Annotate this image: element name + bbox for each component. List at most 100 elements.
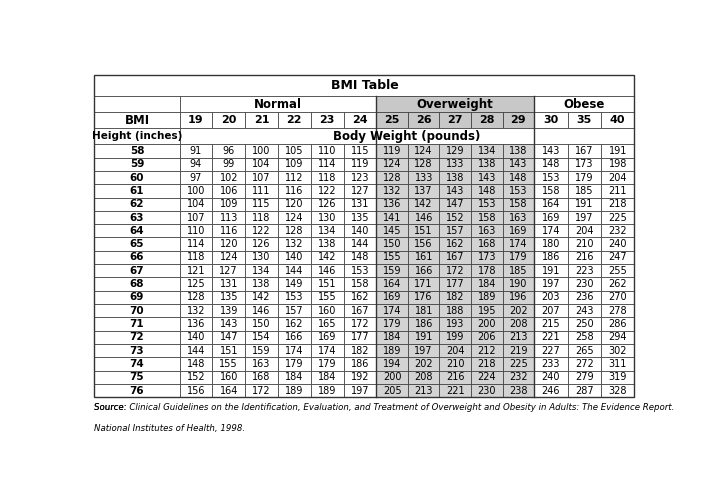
Bar xyxy=(95,144,180,158)
Text: 59: 59 xyxy=(130,159,144,169)
Text: 216: 216 xyxy=(575,252,594,262)
Text: 123: 123 xyxy=(351,173,369,183)
Bar xyxy=(376,113,408,128)
Bar xyxy=(471,384,503,397)
Text: 247: 247 xyxy=(609,252,627,262)
Bar xyxy=(534,264,567,277)
Bar xyxy=(95,317,180,331)
Bar xyxy=(567,113,601,128)
Bar xyxy=(278,238,311,251)
Text: 112: 112 xyxy=(285,173,304,183)
Text: 140: 140 xyxy=(187,332,205,342)
Bar xyxy=(471,211,503,224)
Bar xyxy=(213,357,245,371)
Text: 124: 124 xyxy=(220,252,238,262)
Bar xyxy=(601,317,634,331)
Text: 58: 58 xyxy=(129,146,144,156)
Bar xyxy=(534,97,634,113)
Text: 197: 197 xyxy=(351,385,369,395)
Text: 169: 169 xyxy=(542,213,560,223)
Text: 134: 134 xyxy=(252,266,271,276)
Bar xyxy=(278,144,311,158)
Text: 174: 174 xyxy=(318,346,336,356)
Text: 177: 177 xyxy=(351,332,369,342)
Bar xyxy=(180,371,213,384)
Bar xyxy=(95,113,180,128)
Text: 279: 279 xyxy=(575,372,594,382)
Bar xyxy=(534,384,567,397)
Bar xyxy=(311,344,343,357)
Text: 150: 150 xyxy=(252,319,271,329)
Text: 191: 191 xyxy=(415,332,433,342)
Text: 19: 19 xyxy=(188,116,204,125)
Text: 118: 118 xyxy=(252,213,271,223)
Bar xyxy=(343,158,376,171)
Bar xyxy=(311,277,343,291)
Text: 218: 218 xyxy=(609,199,627,209)
Text: 184: 184 xyxy=(318,372,336,382)
Text: 100: 100 xyxy=(252,146,271,156)
Text: 140: 140 xyxy=(351,226,369,236)
Bar xyxy=(408,144,439,158)
Text: 193: 193 xyxy=(446,319,464,329)
Bar xyxy=(601,113,634,128)
Bar xyxy=(534,357,567,371)
Text: 102: 102 xyxy=(220,173,238,183)
Bar xyxy=(601,184,634,198)
Text: 118: 118 xyxy=(318,173,336,183)
Bar xyxy=(471,224,503,238)
Bar xyxy=(95,251,180,264)
Text: 180: 180 xyxy=(542,239,560,249)
Bar xyxy=(408,277,439,291)
Bar xyxy=(278,277,311,291)
Bar xyxy=(343,304,376,317)
Text: 287: 287 xyxy=(575,385,594,395)
Text: 143: 143 xyxy=(542,146,560,156)
Bar xyxy=(95,264,180,277)
Text: 107: 107 xyxy=(187,213,205,223)
Bar xyxy=(503,113,534,128)
Bar xyxy=(439,171,471,184)
Text: 191: 191 xyxy=(575,199,594,209)
Text: 62: 62 xyxy=(129,199,144,209)
Text: 127: 127 xyxy=(220,266,238,276)
Bar xyxy=(213,198,245,211)
Bar xyxy=(343,344,376,357)
Text: 200: 200 xyxy=(383,372,402,382)
Text: 111: 111 xyxy=(252,186,271,196)
Bar xyxy=(95,277,180,291)
Text: 104: 104 xyxy=(252,159,271,169)
Text: 160: 160 xyxy=(318,306,336,316)
Bar xyxy=(471,184,503,198)
Text: 210: 210 xyxy=(575,239,594,249)
Bar xyxy=(376,291,408,304)
Bar xyxy=(601,384,634,397)
Bar xyxy=(601,198,634,211)
Text: 232: 232 xyxy=(609,226,627,236)
Text: 205: 205 xyxy=(383,385,402,395)
Text: 240: 240 xyxy=(609,239,627,249)
Bar xyxy=(213,251,245,264)
Bar xyxy=(278,304,311,317)
Text: 191: 191 xyxy=(609,146,627,156)
Bar xyxy=(567,184,601,198)
Bar xyxy=(471,344,503,357)
Bar xyxy=(278,357,311,371)
Text: 110: 110 xyxy=(187,226,205,236)
Text: 127: 127 xyxy=(351,186,369,196)
Text: 174: 174 xyxy=(542,226,560,236)
Bar xyxy=(567,357,601,371)
Text: 219: 219 xyxy=(509,346,528,356)
Text: 119: 119 xyxy=(383,146,401,156)
Bar xyxy=(376,317,408,331)
Bar xyxy=(601,224,634,238)
Text: 73: 73 xyxy=(129,346,144,356)
Bar xyxy=(180,144,213,158)
Text: 120: 120 xyxy=(285,199,304,209)
Bar xyxy=(213,184,245,198)
Bar xyxy=(471,264,503,277)
Bar xyxy=(408,304,439,317)
Bar xyxy=(439,198,471,211)
Bar xyxy=(180,331,213,344)
Text: 240: 240 xyxy=(542,372,560,382)
